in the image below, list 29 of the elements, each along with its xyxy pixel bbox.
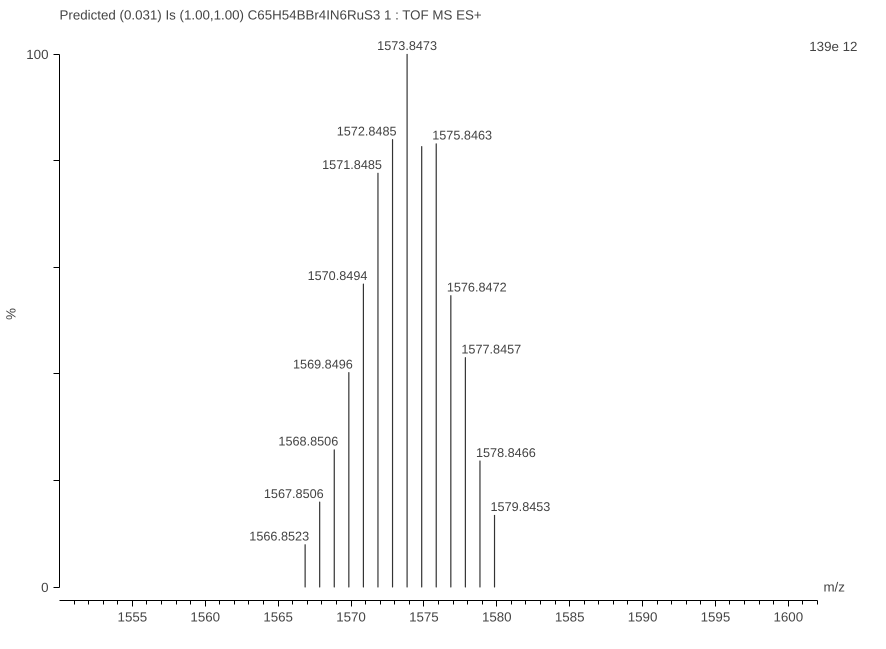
text: 139e 12 (809, 39, 858, 54)
annotation: 1579.8453 (490, 500, 550, 514)
x-axis-title: m/z (823, 580, 845, 595)
x-tick-label: 1590 (628, 610, 658, 624)
x-tick-label: 1595 (700, 610, 730, 624)
x-tick-label: 1600 (773, 610, 804, 624)
y-tick-label: 100 (26, 47, 49, 62)
x-tick-label: 1580 (482, 610, 512, 624)
annotation: 1571.8485 (322, 158, 382, 172)
y-axis-title: % (3, 308, 18, 320)
annotation: 1570.8494 (308, 268, 368, 283)
chart-title: Predicted (0.031) Is (1.00,1.00) C65H54BBr4IN6RuS3 1 : TOF MS ES+ (60, 8, 482, 22)
x-tick-label: 1570 (336, 610, 366, 624)
x-tick-label: 1560 (190, 610, 220, 624)
x-tick-label: 1575 (409, 610, 439, 624)
annotation: 1575.8463 (432, 128, 492, 143)
annotation: 1566.8523 (249, 530, 310, 544)
annotation: 1576.8472 (446, 280, 507, 295)
annotation: 1573.8473 (377, 39, 438, 54)
annotation: 1568.8506 (278, 434, 338, 449)
x-tick-label: 1565 (263, 610, 293, 624)
x-tick-label: 1555 (118, 610, 148, 624)
annotation: 1567.8506 (264, 486, 324, 501)
annotation: 1572.8485 (336, 124, 397, 138)
annotation: 1577.8457 (461, 342, 522, 356)
x-tick-label: 1585 (554, 610, 584, 624)
annotation: 1569.8496 (293, 357, 353, 372)
annotation: 1578.8466 (476, 446, 536, 460)
y-tick-label: 0 (41, 580, 49, 596)
